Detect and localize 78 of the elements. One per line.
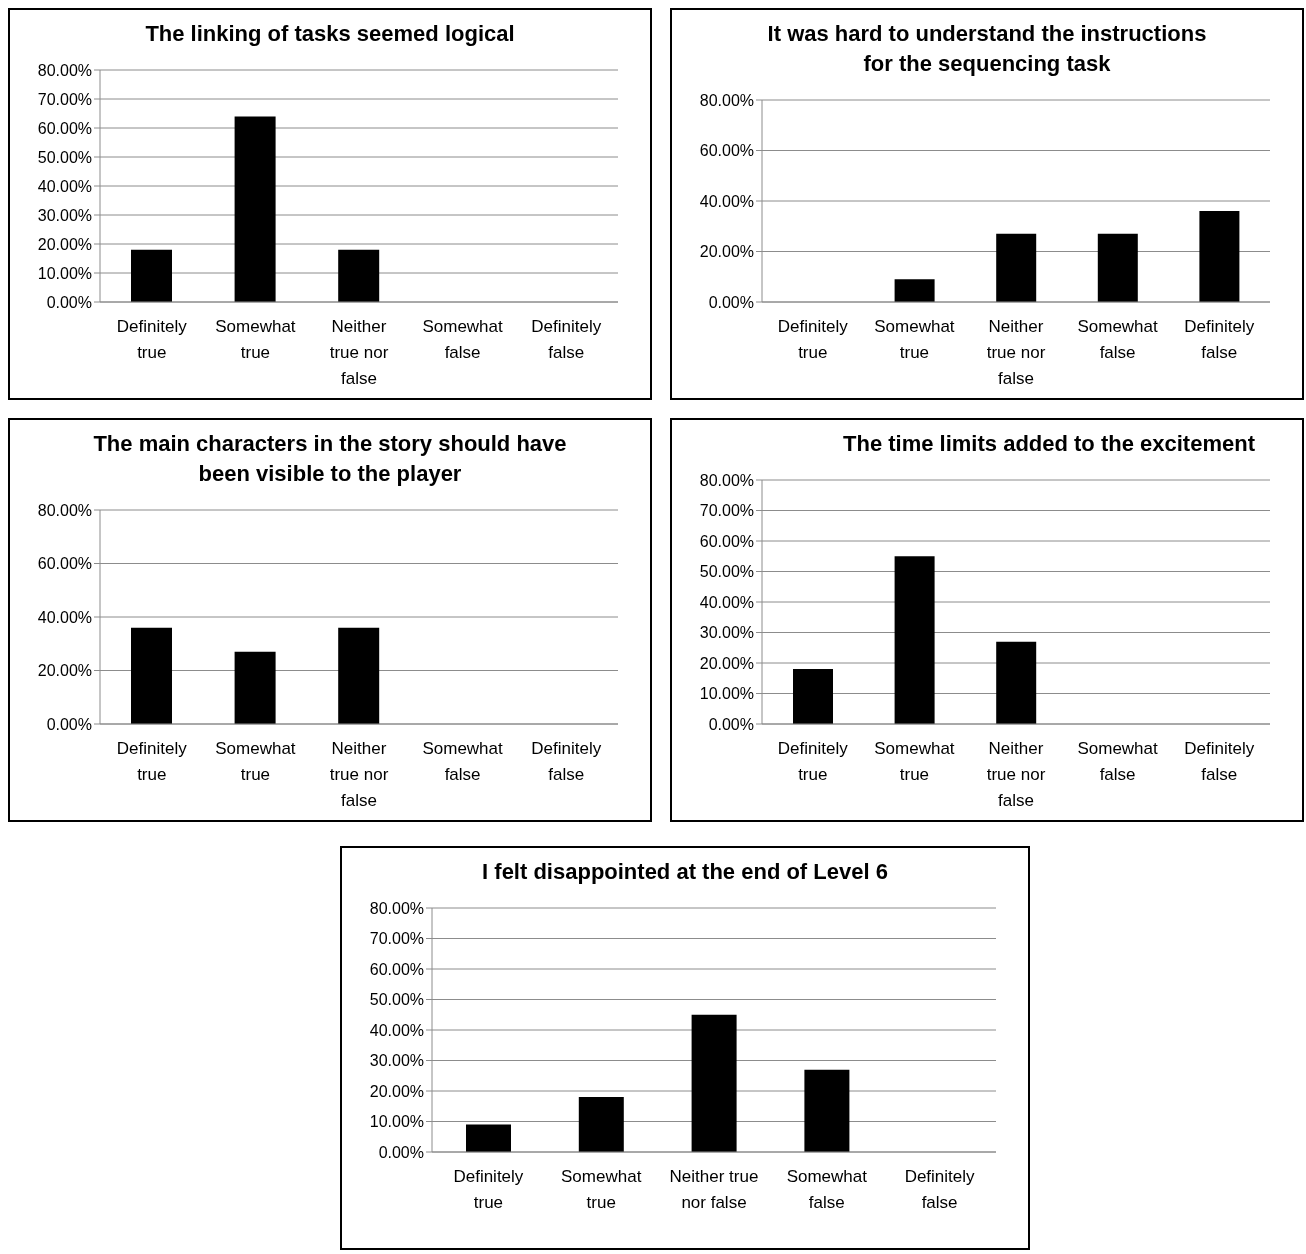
- y-tick-label: 30.00%: [699, 624, 754, 642]
- x-tick-label: Neither true nor false: [329, 739, 389, 810]
- y-tick-label: 40.00%: [37, 608, 92, 626]
- y-tick-label: 40.00%: [369, 1021, 424, 1039]
- x-tick-label: Neither true nor false: [986, 739, 1046, 810]
- x-tick-label: Definitely true: [116, 739, 188, 784]
- y-tick-label: 50.00%: [369, 991, 424, 1009]
- chart-title: The linking of tasks seemed logical: [144, 20, 516, 48]
- bar: [804, 1069, 850, 1152]
- y-tick-label: 0.00%: [46, 293, 92, 311]
- chart-title: I felt disappointed at the end of Level 6: [481, 858, 889, 886]
- bar: [1097, 233, 1138, 302]
- x-tick-label: Definitely false: [1184, 739, 1255, 784]
- x-tick-label: Somewhat false: [1077, 739, 1159, 784]
- bar: [691, 1014, 737, 1152]
- y-tick-label: 40.00%: [37, 177, 92, 195]
- x-tick-label: Neither true nor false: [329, 317, 389, 388]
- y-tick-label: 80.00%: [37, 501, 92, 519]
- y-tick-label: 60.00%: [37, 119, 92, 137]
- x-tick-label: Somewhat false: [422, 317, 504, 362]
- bar: [466, 1124, 511, 1152]
- x-tick-label: Definitely false: [1184, 317, 1255, 362]
- y-tick-label: 40.00%: [699, 192, 754, 210]
- chart-title: The time limits added to the excitement: [842, 430, 1256, 458]
- chart-title: The main characters in the story should have been visible to the player: [92, 430, 568, 488]
- y-tick-label: 20.00%: [37, 235, 92, 253]
- x-tick-label: Definitely true: [116, 317, 188, 362]
- bar: [793, 669, 833, 724]
- y-tick-label: 20.00%: [37, 662, 92, 680]
- y-tick-label: 60.00%: [37, 555, 92, 573]
- x-tick-label: Definitely true: [777, 317, 849, 362]
- bar: [894, 279, 935, 302]
- y-tick-label: 80.00%: [699, 91, 754, 109]
- x-tick-label: Neither true nor false: [986, 317, 1046, 388]
- x-tick-label: Definitely true: [777, 739, 849, 784]
- x-tick-label: Definitely true: [453, 1167, 524, 1212]
- y-tick-label: 20.00%: [369, 1082, 424, 1100]
- y-tick-label: 60.00%: [369, 960, 424, 978]
- y-tick-label: 10.00%: [699, 685, 754, 703]
- x-tick-label: Somewhat false: [1077, 317, 1159, 362]
- y-tick-label: 80.00%: [369, 899, 424, 917]
- bar: [578, 1097, 624, 1152]
- y-tick-label: 30.00%: [369, 1052, 424, 1070]
- y-tick-label: 30.00%: [37, 206, 92, 224]
- y-tick-label: 20.00%: [699, 243, 754, 261]
- y-tick-label: 80.00%: [699, 471, 754, 489]
- y-tick-label: 0.00%: [378, 1143, 424, 1161]
- y-tick-label: 70.00%: [699, 502, 754, 520]
- x-tick-label: Definitely false: [904, 1167, 976, 1212]
- x-tick-label: Definitely false: [531, 317, 602, 362]
- bar: [996, 233, 1037, 302]
- y-tick-label: 60.00%: [699, 532, 754, 550]
- x-tick-label: Somewhat true: [874, 739, 955, 784]
- y-tick-label: 10.00%: [37, 264, 92, 282]
- x-tick-label: Somewhat false: [422, 739, 504, 784]
- y-tick-label: 50.00%: [699, 563, 754, 581]
- chart-title: It was hard to understand the instructions for the sequencing task: [766, 20, 1208, 78]
- y-tick-label: 0.00%: [708, 293, 754, 311]
- y-tick-label: 60.00%: [699, 142, 754, 160]
- bar: [996, 641, 1037, 724]
- bar: [894, 556, 935, 724]
- x-tick-label: Somewhat true: [874, 317, 955, 362]
- y-tick-label: 0.00%: [46, 715, 92, 733]
- y-tick-label: 70.00%: [37, 90, 92, 108]
- x-tick-label: Somewhat false: [786, 1167, 868, 1212]
- y-tick-label: 10.00%: [369, 1113, 424, 1131]
- y-tick-label: 20.00%: [699, 654, 754, 672]
- x-tick-label: Somewhat true: [215, 739, 296, 784]
- y-tick-label: 70.00%: [369, 930, 424, 948]
- y-tick-label: 40.00%: [699, 593, 754, 611]
- y-tick-label: 50.00%: [37, 148, 92, 166]
- x-tick-label: Somewhat true: [215, 317, 296, 362]
- y-tick-label: 80.00%: [37, 61, 92, 79]
- y-tick-label: 0.00%: [708, 715, 754, 733]
- x-tick-label: Neither true nor false: [669, 1167, 759, 1212]
- x-tick-label: Somewhat true: [561, 1167, 642, 1212]
- x-tick-label: Definitely false: [531, 739, 602, 784]
- bar: [1199, 211, 1240, 302]
